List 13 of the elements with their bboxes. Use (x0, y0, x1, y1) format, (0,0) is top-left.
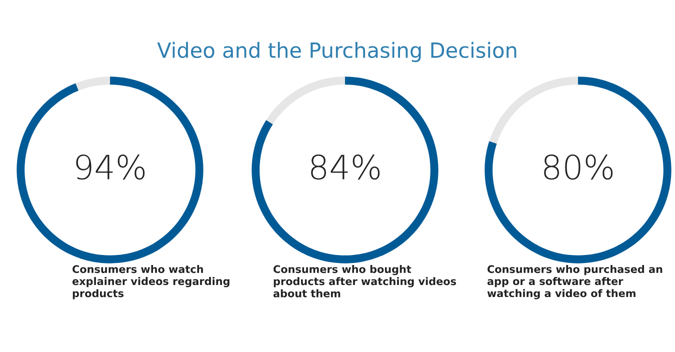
donut-slice (266, 76, 345, 124)
text: Video and the Purchasing Decision (157, 42, 516, 62)
text: Consumers who bought products after watching videos about them (273, 265, 456, 298)
donut-slice (76, 76, 110, 91)
donut-slice (252, 76, 438, 264)
donut-slice (489, 76, 578, 144)
text: Consumers who watch explainer videos regarding products (72, 265, 230, 300)
donut-slice (16, 76, 204, 264)
data-label: 84% (311, 154, 380, 180)
text: Consumers who purchased an app or a software after watching a video of them (487, 265, 662, 300)
data-label: 80% (544, 154, 613, 180)
data-label: 94% (76, 154, 145, 180)
donut-slice (484, 76, 672, 264)
